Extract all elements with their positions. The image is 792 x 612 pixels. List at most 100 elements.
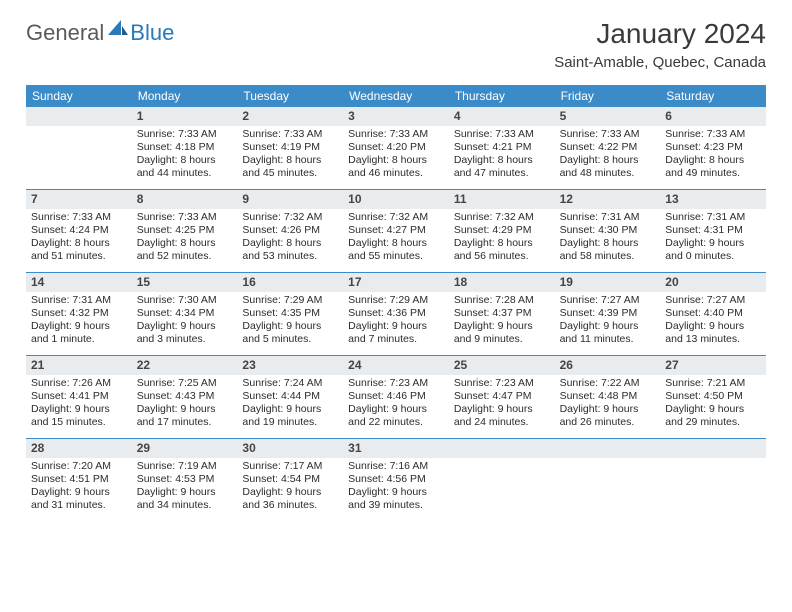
cell-line: Sunrise: 7:26 AM	[31, 377, 127, 390]
cell-line: Sunset: 4:46 PM	[348, 390, 444, 403]
cell-line: Sunset: 4:32 PM	[31, 307, 127, 320]
calendar-cell: 17Sunrise: 7:29 AMSunset: 4:36 PMDayligh…	[343, 273, 449, 355]
cell-line: Sunrise: 7:32 AM	[348, 211, 444, 224]
day-number: 8	[132, 190, 238, 209]
cell-body: Sunrise: 7:23 AMSunset: 4:46 PMDaylight:…	[343, 375, 449, 434]
cell-line: Sunrise: 7:20 AM	[31, 460, 127, 473]
calendar-cell: 25Sunrise: 7:23 AMSunset: 4:47 PMDayligh…	[449, 356, 555, 438]
cell-line: Sunset: 4:36 PM	[348, 307, 444, 320]
cell-line: Daylight: 8 hours and 58 minutes.	[560, 237, 656, 263]
logo-sail-icon	[108, 18, 128, 41]
day-header-cell: Saturday	[660, 85, 766, 107]
day-number: 7	[26, 190, 132, 209]
cell-line: Sunrise: 7:23 AM	[454, 377, 550, 390]
day-header-cell: Friday	[555, 85, 661, 107]
cell-body: Sunrise: 7:25 AMSunset: 4:43 PMDaylight:…	[132, 375, 238, 434]
day-number: 30	[237, 439, 343, 458]
day-number: 19	[555, 273, 661, 292]
cell-body: Sunrise: 7:32 AMSunset: 4:26 PMDaylight:…	[237, 209, 343, 268]
cell-body: Sunrise: 7:20 AMSunset: 4:51 PMDaylight:…	[26, 458, 132, 517]
cell-line: Daylight: 8 hours and 44 minutes.	[137, 154, 233, 180]
cell-line: Daylight: 8 hours and 47 minutes.	[454, 154, 550, 180]
cell-line: Daylight: 9 hours and 7 minutes.	[348, 320, 444, 346]
cell-line: Sunset: 4:29 PM	[454, 224, 550, 237]
cell-line: Sunset: 4:31 PM	[665, 224, 761, 237]
day-number: 2	[237, 107, 343, 126]
cell-line: Sunrise: 7:33 AM	[137, 211, 233, 224]
calendar-cell: 27Sunrise: 7:21 AMSunset: 4:50 PMDayligh…	[660, 356, 766, 438]
cell-body: Sunrise: 7:29 AMSunset: 4:35 PMDaylight:…	[237, 292, 343, 351]
cell-line: Sunrise: 7:19 AM	[137, 460, 233, 473]
cell-body: Sunrise: 7:33 AMSunset: 4:18 PMDaylight:…	[132, 126, 238, 185]
day-number: 10	[343, 190, 449, 209]
day-number: 29	[132, 439, 238, 458]
cell-line: Daylight: 9 hours and 34 minutes.	[137, 486, 233, 512]
location-subtitle: Saint-Amable, Quebec, Canada	[554, 54, 766, 71]
cell-body: Sunrise: 7:32 AMSunset: 4:29 PMDaylight:…	[449, 209, 555, 268]
cell-line: Sunrise: 7:17 AM	[242, 460, 338, 473]
cell-line: Daylight: 9 hours and 13 minutes.	[665, 320, 761, 346]
cell-line: Sunrise: 7:28 AM	[454, 294, 550, 307]
day-header-cell: Thursday	[449, 85, 555, 107]
calendar-cell	[660, 439, 766, 521]
cell-body: Sunrise: 7:22 AMSunset: 4:48 PMDaylight:…	[555, 375, 661, 434]
cell-line: Sunset: 4:24 PM	[31, 224, 127, 237]
calendar-week: 1Sunrise: 7:33 AMSunset: 4:18 PMDaylight…	[26, 107, 766, 190]
calendar-cell: 22Sunrise: 7:25 AMSunset: 4:43 PMDayligh…	[132, 356, 238, 438]
cell-body: Sunrise: 7:33 AMSunset: 4:21 PMDaylight:…	[449, 126, 555, 185]
cell-line: Daylight: 9 hours and 11 minutes.	[560, 320, 656, 346]
cell-line: Daylight: 9 hours and 36 minutes.	[242, 486, 338, 512]
cell-body	[26, 126, 132, 132]
cell-body: Sunrise: 7:26 AMSunset: 4:41 PMDaylight:…	[26, 375, 132, 434]
calendar-cell: 31Sunrise: 7:16 AMSunset: 4:56 PMDayligh…	[343, 439, 449, 521]
day-number: 14	[26, 273, 132, 292]
cell-body: Sunrise: 7:30 AMSunset: 4:34 PMDaylight:…	[132, 292, 238, 351]
cell-line: Daylight: 9 hours and 5 minutes.	[242, 320, 338, 346]
calendar-cell: 24Sunrise: 7:23 AMSunset: 4:46 PMDayligh…	[343, 356, 449, 438]
calendar-cell: 28Sunrise: 7:20 AMSunset: 4:51 PMDayligh…	[26, 439, 132, 521]
calendar-cell: 29Sunrise: 7:19 AMSunset: 4:53 PMDayligh…	[132, 439, 238, 521]
cell-line: Sunset: 4:37 PM	[454, 307, 550, 320]
cell-line: Sunset: 4:26 PM	[242, 224, 338, 237]
day-number: 3	[343, 107, 449, 126]
cell-line: Sunrise: 7:33 AM	[454, 128, 550, 141]
calendar-cell: 14Sunrise: 7:31 AMSunset: 4:32 PMDayligh…	[26, 273, 132, 355]
cell-line: Sunrise: 7:24 AM	[242, 377, 338, 390]
calendar-cell: 12Sunrise: 7:31 AMSunset: 4:30 PMDayligh…	[555, 190, 661, 272]
day-number: 15	[132, 273, 238, 292]
cell-body: Sunrise: 7:27 AMSunset: 4:39 PMDaylight:…	[555, 292, 661, 351]
cell-line: Sunrise: 7:27 AM	[560, 294, 656, 307]
cell-body	[555, 458, 661, 464]
cell-body: Sunrise: 7:33 AMSunset: 4:22 PMDaylight:…	[555, 126, 661, 185]
cell-line: Sunrise: 7:33 AM	[560, 128, 656, 141]
day-header-cell: Monday	[132, 85, 238, 107]
logo: General Blue	[26, 18, 174, 47]
calendar-cell: 18Sunrise: 7:28 AMSunset: 4:37 PMDayligh…	[449, 273, 555, 355]
cell-body: Sunrise: 7:32 AMSunset: 4:27 PMDaylight:…	[343, 209, 449, 268]
cell-line: Daylight: 8 hours and 48 minutes.	[560, 154, 656, 180]
calendar-cell: 8Sunrise: 7:33 AMSunset: 4:25 PMDaylight…	[132, 190, 238, 272]
cell-line: Daylight: 8 hours and 55 minutes.	[348, 237, 444, 263]
calendar-cell: 21Sunrise: 7:26 AMSunset: 4:41 PMDayligh…	[26, 356, 132, 438]
calendar-week: 28Sunrise: 7:20 AMSunset: 4:51 PMDayligh…	[26, 439, 766, 521]
cell-line: Sunrise: 7:33 AM	[137, 128, 233, 141]
cell-line: Sunset: 4:40 PM	[665, 307, 761, 320]
logo-text-blue: Blue	[130, 20, 174, 46]
cell-line: Sunset: 4:47 PM	[454, 390, 550, 403]
day-number: 22	[132, 356, 238, 375]
calendar-cell: 30Sunrise: 7:17 AMSunset: 4:54 PMDayligh…	[237, 439, 343, 521]
cell-body: Sunrise: 7:23 AMSunset: 4:47 PMDaylight:…	[449, 375, 555, 434]
calendar-cell: 9Sunrise: 7:32 AMSunset: 4:26 PMDaylight…	[237, 190, 343, 272]
calendar-week: 14Sunrise: 7:31 AMSunset: 4:32 PMDayligh…	[26, 273, 766, 356]
day-number: 5	[555, 107, 661, 126]
cell-line: Daylight: 8 hours and 46 minutes.	[348, 154, 444, 180]
cell-line: Daylight: 9 hours and 31 minutes.	[31, 486, 127, 512]
cell-line: Daylight: 9 hours and 9 minutes.	[454, 320, 550, 346]
cell-line: Daylight: 9 hours and 17 minutes.	[137, 403, 233, 429]
day-number: 16	[237, 273, 343, 292]
calendar-cell: 1Sunrise: 7:33 AMSunset: 4:18 PMDaylight…	[132, 107, 238, 189]
day-header-cell: Tuesday	[237, 85, 343, 107]
calendar-day-header: SundayMondayTuesdayWednesdayThursdayFrid…	[26, 85, 766, 107]
calendar-cell: 4Sunrise: 7:33 AMSunset: 4:21 PMDaylight…	[449, 107, 555, 189]
cell-line: Sunrise: 7:32 AM	[454, 211, 550, 224]
